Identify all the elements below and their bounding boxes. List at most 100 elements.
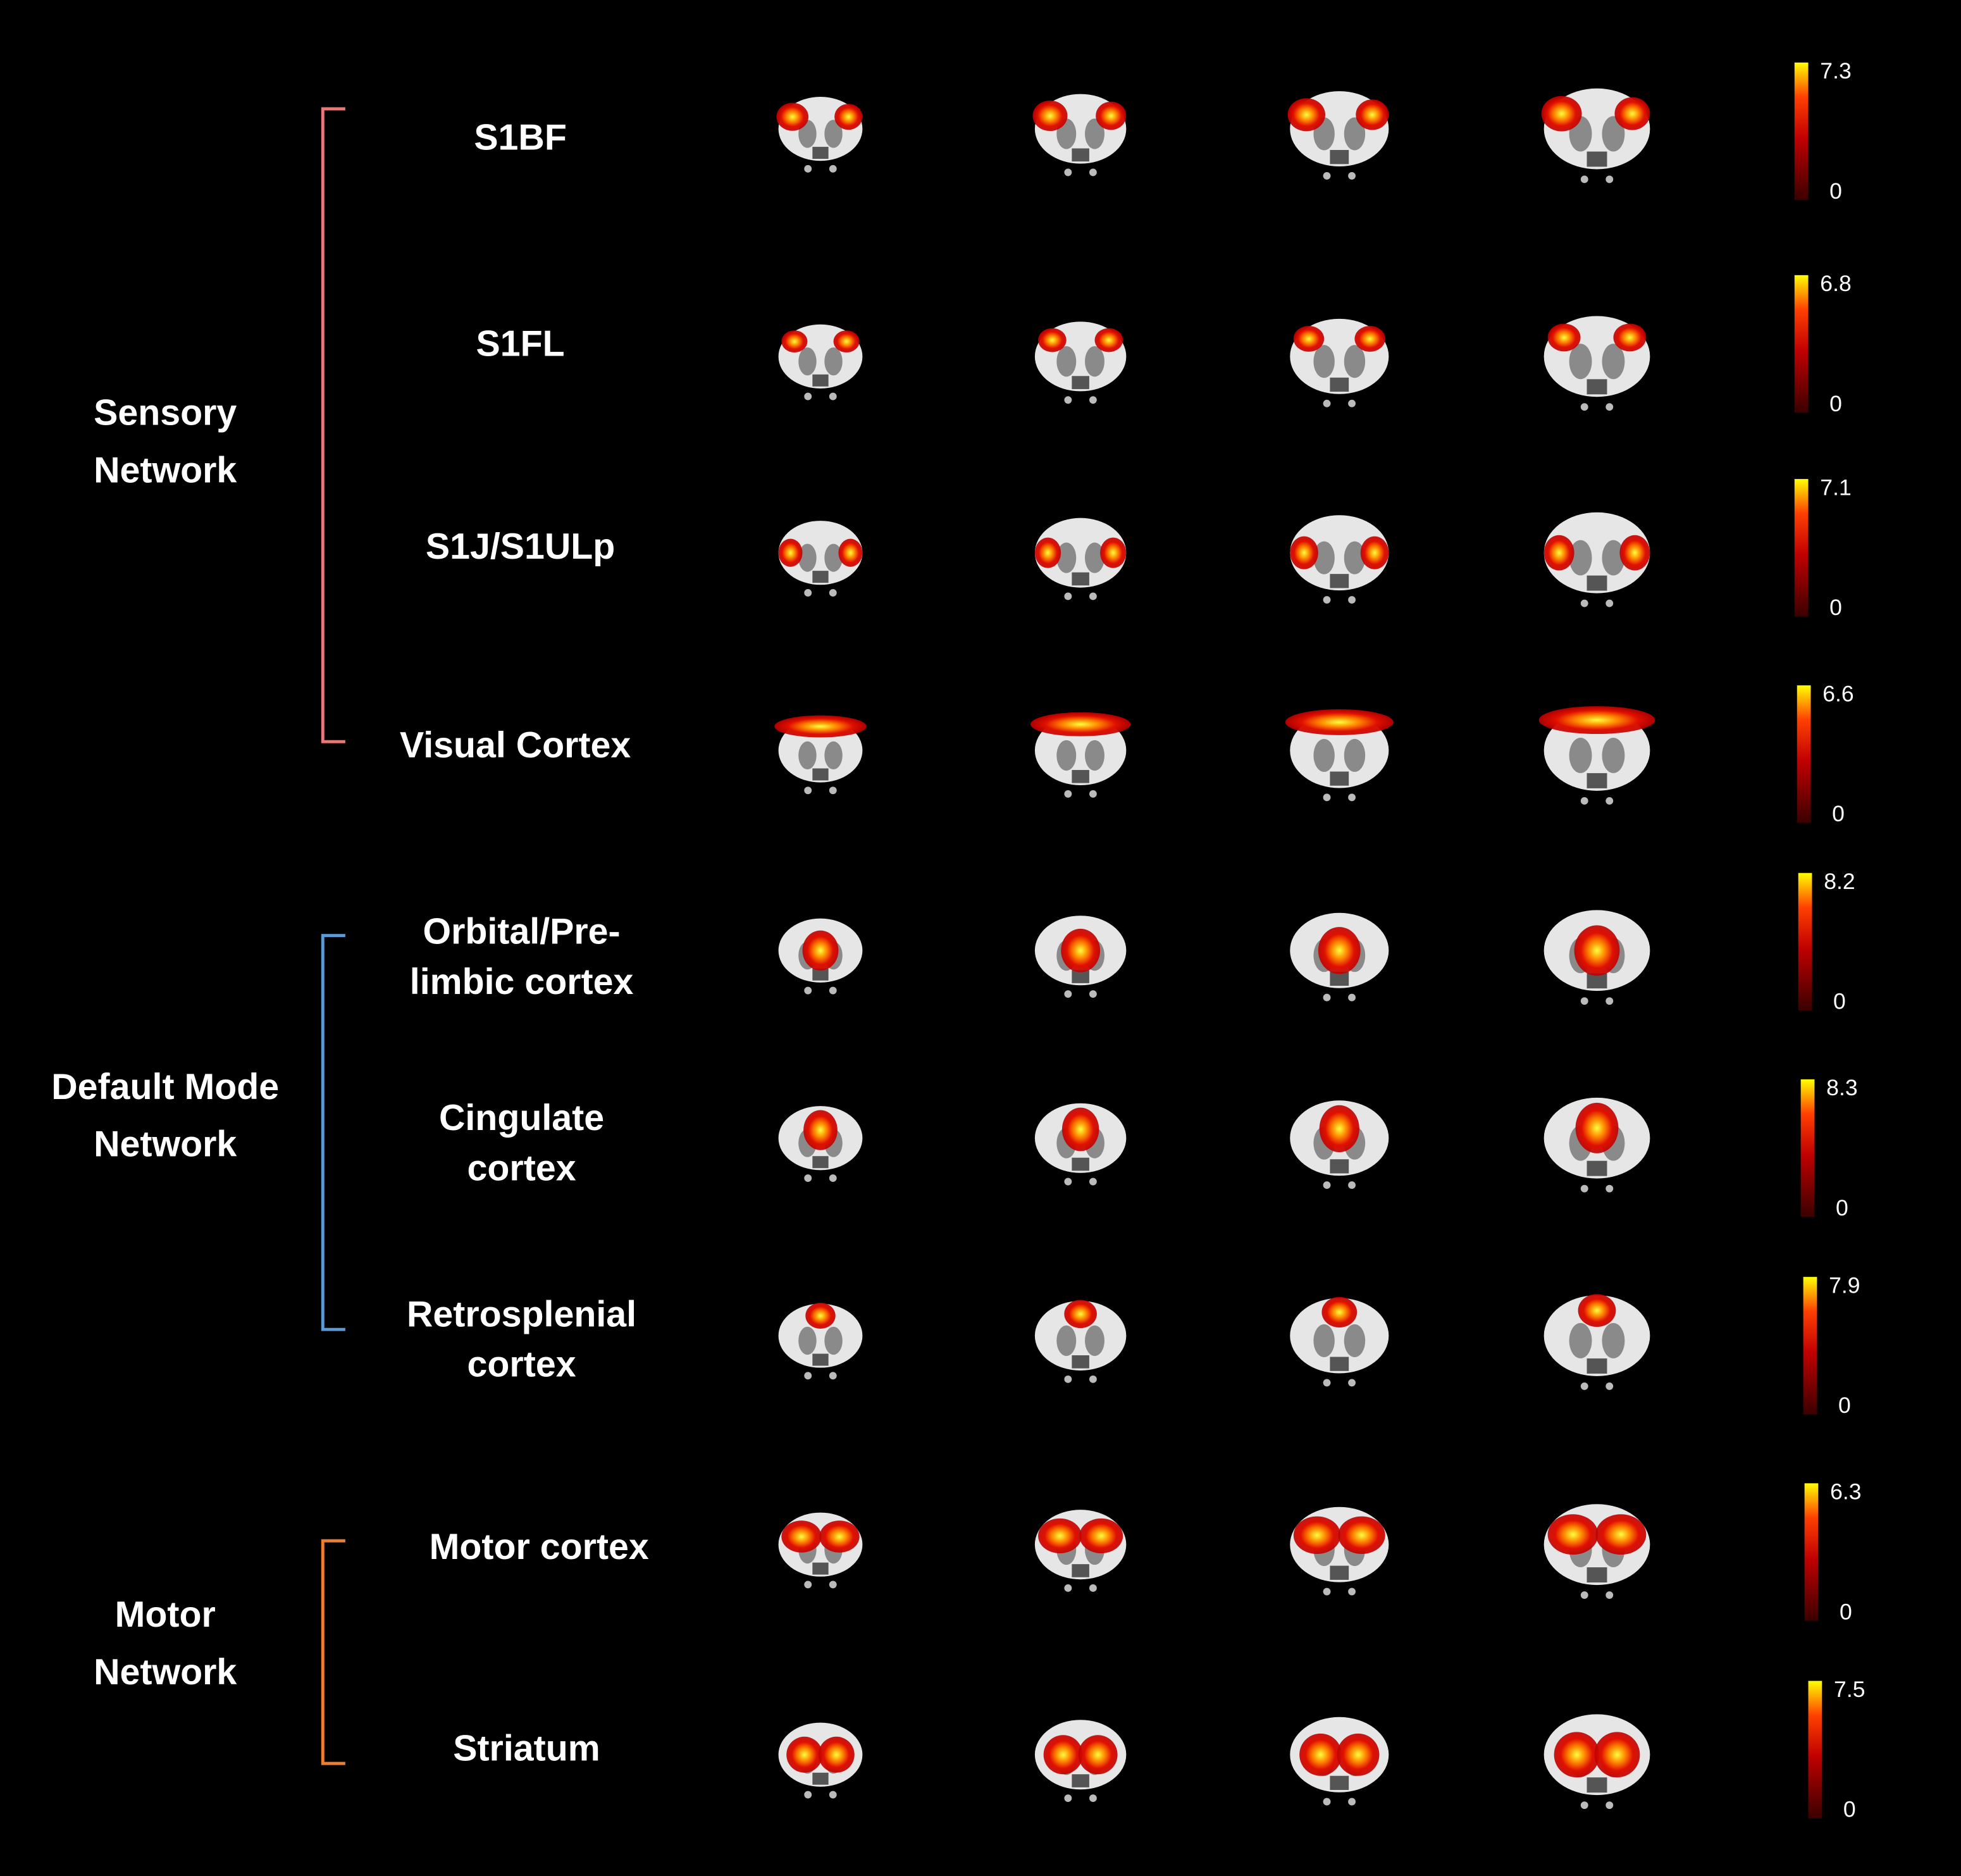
brain-dot <box>1348 596 1356 604</box>
brain-gray <box>1602 116 1625 152</box>
brain-slice <box>778 521 863 597</box>
brain-gray <box>824 347 843 376</box>
brain-dot <box>1348 1181 1356 1190</box>
brain-slice <box>778 1302 863 1380</box>
activation <box>819 1520 860 1553</box>
brain-gray <box>1313 541 1335 575</box>
activation <box>1079 1518 1123 1553</box>
brain-gray <box>1085 740 1104 771</box>
brain-dot <box>1323 793 1331 802</box>
brain-slice <box>1541 88 1650 183</box>
brain-slice <box>774 715 867 795</box>
brain-dot <box>1348 1379 1356 1387</box>
activation <box>1078 1735 1118 1775</box>
brain-dot <box>1089 592 1097 600</box>
activation <box>1547 1514 1599 1555</box>
brain-gray <box>1072 1355 1089 1369</box>
row-label: cortex <box>467 1345 576 1385</box>
row-label: Orbital/Pre- <box>423 912 621 952</box>
brain-dot <box>1605 599 1614 607</box>
colorbar <box>1794 479 1809 617</box>
brain-gray <box>812 1156 829 1169</box>
brain-dot <box>1605 1801 1614 1810</box>
activation <box>833 330 860 353</box>
brain-gray <box>1587 1160 1607 1176</box>
brain-slice <box>1034 1300 1127 1383</box>
colorbar-min: 0 <box>1829 178 1842 204</box>
brain-gray <box>1330 971 1349 986</box>
brain-slice <box>1034 518 1127 600</box>
brain-dot <box>829 165 837 173</box>
brain-dot <box>1064 592 1072 600</box>
brain-dot <box>1580 1801 1588 1810</box>
brain-gray <box>1072 1157 1089 1171</box>
activation <box>1543 535 1574 571</box>
brain-gray <box>1587 773 1607 788</box>
brain-gray <box>812 147 829 159</box>
activation <box>1299 1733 1342 1776</box>
activation <box>1064 1300 1097 1329</box>
colorbar <box>1808 1680 1822 1819</box>
activation <box>802 930 839 971</box>
activation <box>1360 536 1389 569</box>
brain-gray <box>824 741 843 770</box>
brain-slice <box>1543 910 1650 1005</box>
activation <box>1321 1296 1358 1328</box>
activation <box>1094 328 1123 352</box>
brain-gray <box>1085 118 1104 149</box>
brain-dot <box>1348 993 1356 1002</box>
activation <box>1061 1107 1099 1152</box>
group-bracket <box>321 934 345 1331</box>
activation <box>1285 709 1394 735</box>
row-label: Motor cortex <box>430 1527 649 1567</box>
colorbar-max: 8.3 <box>1826 1075 1857 1100</box>
brain-dot <box>829 1581 837 1589</box>
brain-dot <box>1605 403 1614 411</box>
brain-slice <box>1290 515 1389 604</box>
brain-dot <box>1348 1798 1356 1806</box>
activation <box>778 538 803 567</box>
colorbar <box>1794 275 1809 413</box>
brain-gray <box>1072 1564 1089 1577</box>
brain-dot <box>1323 993 1331 1002</box>
brain-gray <box>798 347 817 376</box>
colorbar <box>1797 685 1811 823</box>
brain-dot <box>804 589 812 597</box>
activation <box>1032 100 1068 132</box>
activation <box>1354 326 1385 352</box>
group-label: Network <box>94 1124 237 1165</box>
brain-slice <box>1034 321 1127 404</box>
brain-gray <box>798 544 817 572</box>
brain-dot <box>804 165 812 173</box>
brain-dot <box>804 1791 812 1799</box>
brain-dot <box>1605 1382 1614 1390</box>
brain-dot <box>804 392 812 401</box>
group-bracket <box>321 107 345 743</box>
activation <box>786 1736 823 1773</box>
brain-slice <box>778 1106 863 1182</box>
brain-dot <box>1605 797 1614 805</box>
activation <box>1337 1733 1380 1776</box>
activation <box>1356 99 1389 130</box>
brain-slice <box>1290 1717 1389 1806</box>
colorbar <box>1798 873 1812 1011</box>
brain-gray <box>812 374 829 387</box>
colorbar-min: 0 <box>1843 1797 1856 1822</box>
colorbar-min: 0 <box>1832 801 1845 826</box>
brain-gray <box>1602 344 1625 380</box>
row-label: Cingulate <box>439 1098 604 1138</box>
brain-tissue <box>1034 518 1127 588</box>
brain-dot <box>1323 399 1331 407</box>
brain-gray <box>1602 1323 1625 1358</box>
activation <box>1541 96 1582 132</box>
brain-gray <box>1602 540 1625 576</box>
activation <box>1100 537 1127 568</box>
colorbar-min: 0 <box>1829 595 1842 620</box>
brain-gray <box>1569 737 1592 773</box>
brain-gray <box>1072 970 1089 983</box>
group-label: Motor <box>115 1594 216 1635</box>
activation <box>1613 323 1647 352</box>
brain-dot <box>1064 1794 1072 1802</box>
brain-dot <box>1089 1375 1097 1383</box>
